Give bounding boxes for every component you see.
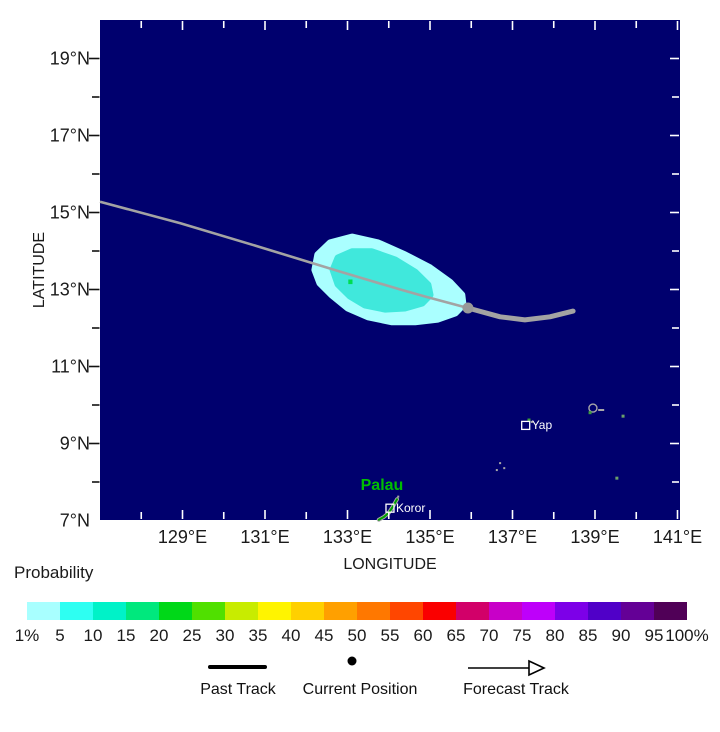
probability-area-15% xyxy=(348,279,353,285)
lat-tick-label: 17°N xyxy=(50,126,90,146)
current-position-marker xyxy=(462,302,474,314)
colorbar-label: 25 xyxy=(183,626,202,645)
lat-tick-label: 19°N xyxy=(50,49,90,69)
colorbar-segment xyxy=(126,602,159,620)
colorbar-label: 15 xyxy=(117,626,136,645)
colorbar-segment xyxy=(225,602,258,620)
island-dash xyxy=(598,409,605,412)
colorbar-segment xyxy=(555,602,588,620)
lon-tick-label: 129°E xyxy=(158,527,207,547)
colorbar-label: 10 xyxy=(84,626,103,645)
city-label-koror: Koror xyxy=(395,501,426,516)
island-dot xyxy=(621,414,625,418)
colorbar-label: 60 xyxy=(414,626,433,645)
colorbar-segment xyxy=(489,602,522,620)
colorbar-label: 35 xyxy=(249,626,268,645)
colorbar-segment xyxy=(456,602,489,620)
lat-tick-label: 9°N xyxy=(60,434,90,454)
colorbar-segment xyxy=(654,602,687,620)
colorbar-label: 70 xyxy=(480,626,499,645)
colorbar-segment xyxy=(60,602,93,620)
lon-tick-label: 141°E xyxy=(653,527,702,547)
island-dot xyxy=(527,418,531,422)
lat-tick-label: 15°N xyxy=(50,203,90,223)
colorbar-label: 45 xyxy=(315,626,334,645)
lon-tick-label: 131°E xyxy=(240,527,289,547)
forecast-track-line xyxy=(99,200,469,310)
colorbar-title: Probability xyxy=(14,563,94,582)
legend-label-forecast-track: Forecast Track xyxy=(463,681,569,698)
colorbar-segment xyxy=(192,602,225,620)
lon-tick-label: 137°E xyxy=(488,527,537,547)
colorbar-segment xyxy=(390,602,423,620)
colorbar-segment xyxy=(423,602,456,620)
colorbar-label: 1% xyxy=(15,626,40,645)
lat-tick-label: 13°N xyxy=(50,280,90,300)
island-dot xyxy=(530,420,533,423)
colorbar-segment xyxy=(522,602,555,620)
lat-tick-label: 7°N xyxy=(60,511,90,531)
colorbar-segment xyxy=(324,602,357,620)
colorbar-segment xyxy=(258,602,291,620)
forecast-arrowhead-symbol xyxy=(528,659,546,677)
colorbar-label: 75 xyxy=(513,626,532,645)
island-dot xyxy=(503,467,506,470)
colorbar-segment xyxy=(159,602,192,620)
island-dot xyxy=(588,411,592,415)
x-axis-title: LONGITUDE xyxy=(343,556,437,573)
colorbar-label: 95 xyxy=(645,626,664,645)
colorbar-label: 5 xyxy=(55,626,64,645)
colorbar-segment xyxy=(93,602,126,620)
colorbar-segment xyxy=(621,602,654,620)
island-dot xyxy=(499,462,502,465)
colorbar-label: 90 xyxy=(612,626,631,645)
colorbar-label: 65 xyxy=(447,626,466,645)
colorbar-label: 55 xyxy=(381,626,400,645)
place-label-palau: Palau xyxy=(360,477,404,495)
city-label-yap: Yap xyxy=(531,418,553,433)
colorbar-segment xyxy=(588,602,621,620)
lon-tick-label: 135°E xyxy=(405,527,454,547)
probability-area-5% xyxy=(329,248,434,313)
lon-tick-label: 139°E xyxy=(570,527,619,547)
island-atoll xyxy=(588,403,598,413)
city-marker-koror xyxy=(385,503,395,513)
legend-label-current-position: Current Position xyxy=(302,681,418,698)
colorbar-segment xyxy=(291,602,324,620)
colorbar-label: 85 xyxy=(579,626,598,645)
colorbar-label: 100% xyxy=(665,626,708,645)
colorbar-label: 50 xyxy=(348,626,367,645)
island-dot xyxy=(495,469,498,472)
past-track-line xyxy=(465,305,576,323)
city-marker-yap xyxy=(521,420,531,431)
y-axis-title: LATITUDE xyxy=(31,231,48,309)
lat-tick-label: 11°N xyxy=(51,357,90,377)
colorbar-label: 30 xyxy=(216,626,235,645)
lon-tick-label: 133°E xyxy=(323,527,372,547)
legend-label-past-track: Past Track xyxy=(200,681,276,698)
colorbar-segment xyxy=(27,602,60,620)
colorbar-label: 20 xyxy=(150,626,169,645)
island-dot xyxy=(615,476,619,480)
current-position-symbol xyxy=(347,656,357,666)
island-dot xyxy=(397,495,400,498)
colorbar-segment xyxy=(357,602,390,620)
colorbar-label: 80 xyxy=(546,626,565,645)
colorbar-label: 40 xyxy=(282,626,301,645)
